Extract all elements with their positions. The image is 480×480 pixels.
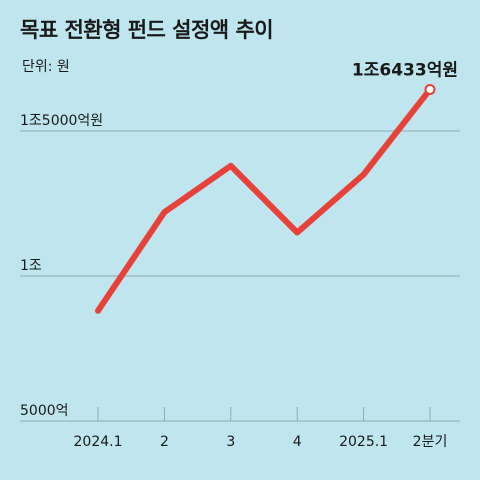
x-tick-label: 2분기	[413, 434, 448, 450]
y-tick-label: 1조5000억원	[20, 113, 103, 129]
y-tick-label: 1조	[20, 258, 42, 274]
annotation-label: 1조6433억원	[352, 60, 458, 80]
x-tick-label: 2025.1	[339, 434, 388, 450]
unit-label: 단위: 원	[22, 59, 70, 75]
x-tick-label: 2024.1	[74, 434, 123, 450]
chart-title: 목표 전환형 펀드 설정액 추이	[20, 18, 274, 42]
endpoint-marker	[424, 83, 436, 95]
x-tick-label: 4	[293, 434, 302, 450]
y-tick-label: 5000억	[20, 403, 69, 419]
x-tick-label: 2	[160, 434, 169, 450]
x-tick-label: 3	[226, 434, 235, 450]
series-line	[95, 86, 433, 314]
